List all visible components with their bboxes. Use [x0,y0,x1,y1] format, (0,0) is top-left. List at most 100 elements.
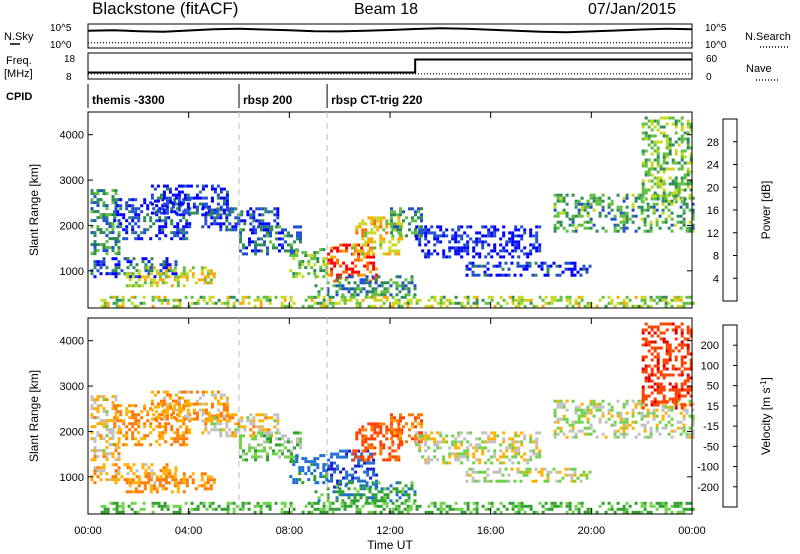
velocity-cell [409,504,413,508]
power-cell [143,278,147,282]
power-cell [229,295,233,299]
power-cell [114,272,118,276]
power-cell [417,216,420,220]
velocity-cell [540,467,544,471]
velocity-cell [128,410,132,414]
power-cell [363,264,367,268]
velocity-cell [604,435,608,439]
power-cell [363,273,367,277]
power-cell [499,249,503,253]
velocity-cell [674,382,678,386]
velocity-cell [637,432,641,436]
power-cell [186,202,190,206]
power-cell [134,207,138,211]
power-cell [189,211,193,215]
velocity-cell [183,417,187,421]
velocity-cell [601,432,605,436]
velocity-cell [559,417,563,421]
velocity-cell [677,343,681,347]
power-cell [195,193,199,197]
velocity-cell [180,396,184,400]
power-cell [529,228,533,232]
power-cell [514,225,518,229]
velocity-cell [284,434,287,438]
velocity-cell [367,443,371,447]
power-cell [143,216,147,220]
power-cell [304,251,308,255]
power-cell [128,272,132,276]
velocity-cell [580,408,584,412]
velocity-cell [182,443,186,447]
velocity-cell [685,432,689,436]
power-cell [219,216,223,220]
velocity-cell [249,422,253,426]
power-cell [469,304,473,308]
velocity-cell [150,399,154,403]
power-cell [114,257,118,261]
power-cell [649,304,653,308]
power-cell [165,266,169,270]
power-cell [665,143,669,147]
velocity-cell [248,443,251,447]
velocity-cell [99,466,103,470]
power-cell [665,137,669,141]
velocity-cell [216,413,220,417]
power-cell [347,290,351,294]
power-cell [322,295,326,299]
power-cell [685,301,689,305]
velocity-cell [352,452,356,456]
power-cell [517,298,521,302]
power-cell [261,222,265,226]
power-cell [659,167,663,171]
power-cell [266,225,269,229]
power-cell [249,213,253,217]
velocity-cell [644,403,648,407]
velocity-cell [676,420,680,424]
power-cell [377,275,381,279]
velocity-cell [353,487,357,491]
velocity-cell [182,422,186,426]
power-cell [659,164,663,168]
power-cell [689,182,693,186]
power-cell [166,301,170,305]
velocity-cell [511,504,515,508]
power-cell [375,276,379,280]
velocity-cell [96,398,100,402]
power-cell [111,237,115,241]
power-cell [641,161,645,165]
sky-left-tick-top: 10^5 [50,23,72,34]
velocity-cell [385,428,389,432]
velocity-cell [319,472,323,476]
power-cell [232,304,236,308]
power-cell [200,266,204,270]
velocity-cell [328,504,332,508]
velocity-cell [354,452,358,456]
velocity-cell [105,428,109,432]
power-cell [641,194,645,198]
velocity-cell [231,431,235,435]
power-cell [298,260,302,264]
power-cell [662,116,666,120]
velocity-cell [685,501,689,505]
power-cell [269,231,272,235]
power-cell [102,246,106,250]
velocity-cell [261,413,265,417]
velocity-cell [680,403,684,407]
velocity-cell [502,437,506,441]
velocity-cell [371,496,375,500]
velocity-cell [683,394,687,398]
velocity-cell [210,405,214,409]
power-cell [665,194,669,198]
velocity-cell [146,472,150,476]
power-cell [559,295,563,299]
velocity-cell [226,501,230,505]
power-cell [135,269,139,273]
power-cell [176,213,180,217]
velocity-cell [686,349,690,353]
power-cell [439,298,443,302]
velocity-cell [150,469,154,473]
power-cell [111,222,115,226]
power-cell [234,225,238,229]
power-cell [607,196,611,200]
velocity-cell [275,431,278,435]
